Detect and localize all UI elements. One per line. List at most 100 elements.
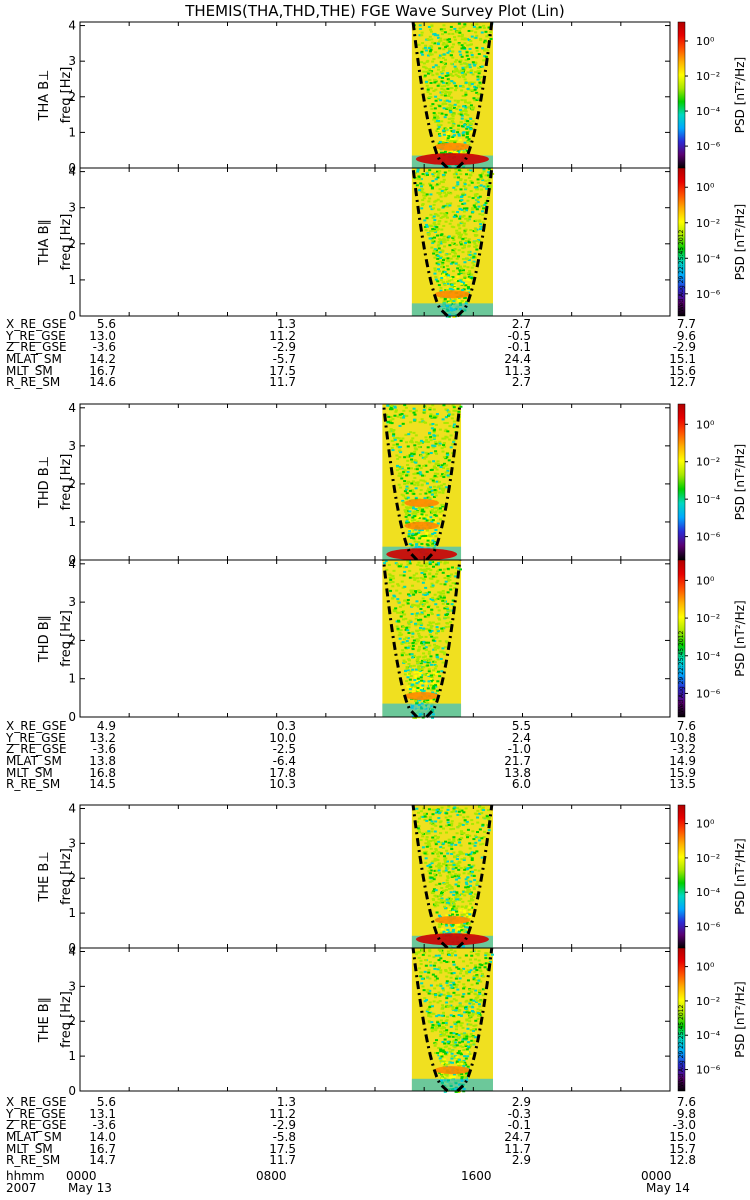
texture-pixel xyxy=(442,175,446,178)
texture-pixel xyxy=(452,926,456,929)
texture-pixel xyxy=(481,213,485,216)
texture-pixel xyxy=(470,107,474,110)
texture-pixel xyxy=(476,880,480,883)
texture-pixel xyxy=(466,1055,470,1058)
texture-pixel xyxy=(477,869,481,872)
texture-pixel xyxy=(411,592,415,595)
texture-pixel xyxy=(432,207,436,210)
texture-pixel xyxy=(434,1039,438,1042)
texture-pixel xyxy=(396,445,400,448)
texture-pixel xyxy=(427,971,431,974)
texture-pixel xyxy=(411,480,415,483)
texture-pixel xyxy=(440,250,444,253)
texture-pixel xyxy=(396,563,400,566)
texture-pixel xyxy=(463,108,467,111)
texture-pixel xyxy=(430,230,434,233)
texture-pixel xyxy=(482,59,486,62)
texture-pixel xyxy=(457,134,461,137)
texture-pixel xyxy=(477,67,481,70)
texture-pixel xyxy=(455,894,459,897)
texture-pixel xyxy=(467,238,471,241)
texture-pixel xyxy=(411,516,415,519)
texture-pixel xyxy=(435,119,439,122)
texture-pixel xyxy=(464,240,468,243)
ephemeris-value: -3.6 xyxy=(92,742,116,757)
texture-pixel xyxy=(431,596,435,599)
texture-pixel xyxy=(469,123,473,126)
texture-pixel xyxy=(429,516,433,519)
texture-pixel xyxy=(418,603,422,606)
texture-pixel xyxy=(456,838,460,841)
texture-pixel xyxy=(426,988,430,991)
texture-pixel xyxy=(442,61,446,64)
texture-pixel xyxy=(447,993,451,996)
texture-pixel xyxy=(448,100,452,103)
texture-pixel xyxy=(424,959,428,962)
texture-pixel xyxy=(467,922,471,925)
texture-pixel xyxy=(478,86,482,89)
texture-pixel xyxy=(440,91,444,94)
texture-pixel xyxy=(426,698,430,701)
texture-pixel xyxy=(448,967,452,970)
ephemeris-value: 14.6 xyxy=(89,375,116,390)
texture-pixel xyxy=(419,454,423,457)
texture-pixel xyxy=(418,699,422,702)
texture-pixel xyxy=(450,860,454,863)
texture-pixel xyxy=(453,587,457,590)
texture-pixel xyxy=(401,499,405,502)
texture-pixel xyxy=(451,115,455,118)
texture-pixel xyxy=(451,270,455,273)
texture-pixel xyxy=(471,870,475,873)
texture-pixel xyxy=(457,105,461,108)
texture-pixel xyxy=(443,1058,447,1061)
texture-pixel xyxy=(431,532,435,535)
texture-pixel xyxy=(428,544,432,547)
texture-pixel xyxy=(473,245,477,248)
texture-pixel xyxy=(469,40,473,43)
texture-pixel xyxy=(480,225,484,228)
texture-pixel xyxy=(458,208,462,211)
texture-pixel xyxy=(464,1057,468,1060)
texture-pixel xyxy=(461,105,465,108)
texture-pixel xyxy=(462,210,466,213)
texture-pixel xyxy=(457,881,461,884)
texture-pixel xyxy=(455,898,459,901)
texture-pixel xyxy=(421,684,425,687)
texture-pixel xyxy=(421,537,425,540)
ytick-label: 4 xyxy=(68,557,76,571)
texture-pixel xyxy=(440,228,444,231)
texture-pixel xyxy=(451,907,455,910)
texture-pixel xyxy=(450,875,454,878)
texture-pixel xyxy=(463,1011,467,1014)
texture-pixel xyxy=(411,576,415,579)
texture-pixel xyxy=(450,1055,454,1058)
texture-pixel xyxy=(443,905,447,908)
texture-pixel xyxy=(406,560,410,563)
texture-pixel xyxy=(450,283,454,286)
texture-pixel xyxy=(459,243,463,246)
texture-pixel xyxy=(472,976,476,979)
texture-pixel xyxy=(436,98,440,101)
texture-pixel xyxy=(451,900,455,903)
texture-pixel xyxy=(470,857,474,860)
texture-pixel xyxy=(445,1015,449,1018)
texture-pixel xyxy=(421,53,425,56)
texture-pixel xyxy=(453,255,457,258)
texture-pixel xyxy=(440,85,444,88)
texture-pixel xyxy=(401,473,405,476)
texture-pixel xyxy=(464,228,468,231)
texture-pixel xyxy=(411,584,415,587)
texture-pixel xyxy=(429,626,433,629)
texture-pixel xyxy=(439,61,443,64)
ephemeris-value: 5.5 xyxy=(511,719,531,733)
ephemeris-value: 11.7 xyxy=(504,1141,531,1156)
texture-pixel xyxy=(446,74,450,77)
texture-pixel xyxy=(460,47,464,50)
texture-pixel xyxy=(416,649,420,652)
texture-pixel xyxy=(437,1046,441,1049)
texture-pixel xyxy=(461,258,465,261)
texture-pixel xyxy=(424,812,428,815)
texture-pixel xyxy=(419,810,423,813)
texture-pixel xyxy=(458,956,462,959)
texture-pixel xyxy=(478,1009,482,1012)
